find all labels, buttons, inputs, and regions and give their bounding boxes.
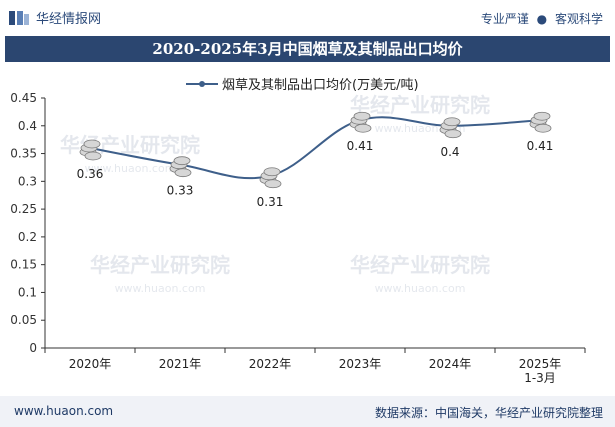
data-point: [169, 156, 192, 178]
chart-title: 2020-2025年3月中国烟草及其制品出口均价: [152, 40, 463, 58]
footer: www.huaon.com 数据来源：中国海关，华经产业研究院整理: [0, 396, 615, 427]
x-tick-label: 2024年: [429, 357, 472, 371]
data-label: 0.33: [167, 184, 194, 198]
data-point: [439, 117, 462, 139]
data-label: 0.4: [440, 145, 459, 159]
brand-logo-icon: [9, 10, 29, 25]
data-point: [79, 139, 102, 161]
slogan-right: 客观科学: [554, 12, 603, 26]
watermark-url: www.huaon.com: [115, 282, 206, 295]
slogan: 专业严谨 ● 客观科学: [481, 10, 603, 27]
footer-website: www.huaon.com: [14, 404, 114, 418]
y-tick-label: 0.1: [18, 285, 37, 299]
data-label: 0.41: [347, 139, 374, 153]
brand: 华经情报网: [8, 8, 101, 27]
x-tick-label: 2021年: [159, 357, 202, 371]
legend: 烟草及其制品出口均价(万美元/吨): [186, 78, 419, 93]
x-tick-label: 2022年: [249, 357, 292, 371]
x-ticks: 2020年 2021年 2022年 2023年 2024年 2025年 1-3月: [44, 348, 586, 385]
watermark-url: www.huaon.com: [375, 282, 466, 295]
y-tick-label: 0.35: [10, 147, 37, 161]
title-bar: 2020-2025年3月中国烟草及其制品出口均价: [5, 36, 610, 62]
y-tick-label: 0.25: [10, 202, 37, 216]
data-point: [529, 111, 552, 133]
chart-canvas: 华经产业研究院 www.huaon.com 华经产业研究院 www.huaon.com…: [10, 78, 586, 385]
y-tick-label: 0.3: [18, 174, 37, 188]
data-point: [349, 111, 372, 133]
data-labels: 0.36 0.33 0.31 0.41 0.4 0.41: [77, 139, 554, 209]
y-tick-label: 0.4: [18, 119, 37, 133]
data-label: 0.31: [257, 195, 284, 209]
watermark-text: 华经产业研究院: [350, 253, 490, 277]
watermark-url: www.huaon.com: [85, 162, 176, 175]
legend-marker: [199, 81, 205, 87]
data-label: 0.36: [77, 167, 104, 181]
y-tick-label: 0.45: [10, 91, 37, 105]
y-tick-label: 0.05: [10, 313, 37, 327]
y-tick-label: 0: [29, 341, 37, 355]
data-label: 0.41: [527, 139, 554, 153]
slogan-dot-icon: ●: [536, 12, 548, 26]
watermark-text: 华经产业研究院: [350, 93, 490, 117]
legend-label: 烟草及其制品出口均价(万美元/吨): [222, 78, 419, 93]
slogan-left: 专业严谨: [480, 12, 529, 26]
x-tick-label: 2025年 1-3月: [519, 357, 562, 385]
top-header: 华经情报网 专业严谨 ● 客观科学: [0, 0, 615, 36]
y-ticks: 0 0.05 0.1 0.15 0.2 0.25 0.3 0.35 0.4 0.45: [10, 91, 45, 355]
watermark-text: 华经产业研究院: [90, 253, 230, 277]
footer-source: 数据来源：中国海关，华经产业研究院整理: [374, 406, 603, 420]
data-point: [259, 167, 282, 189]
y-tick-label: 0.15: [10, 258, 37, 272]
y-tick-label: 0.2: [18, 230, 37, 244]
brand-name: 华经情报网: [36, 12, 102, 27]
markers: [79, 111, 552, 189]
x-tick-label: 2023年: [339, 357, 382, 371]
x-tick-label: 2020年: [69, 357, 112, 371]
